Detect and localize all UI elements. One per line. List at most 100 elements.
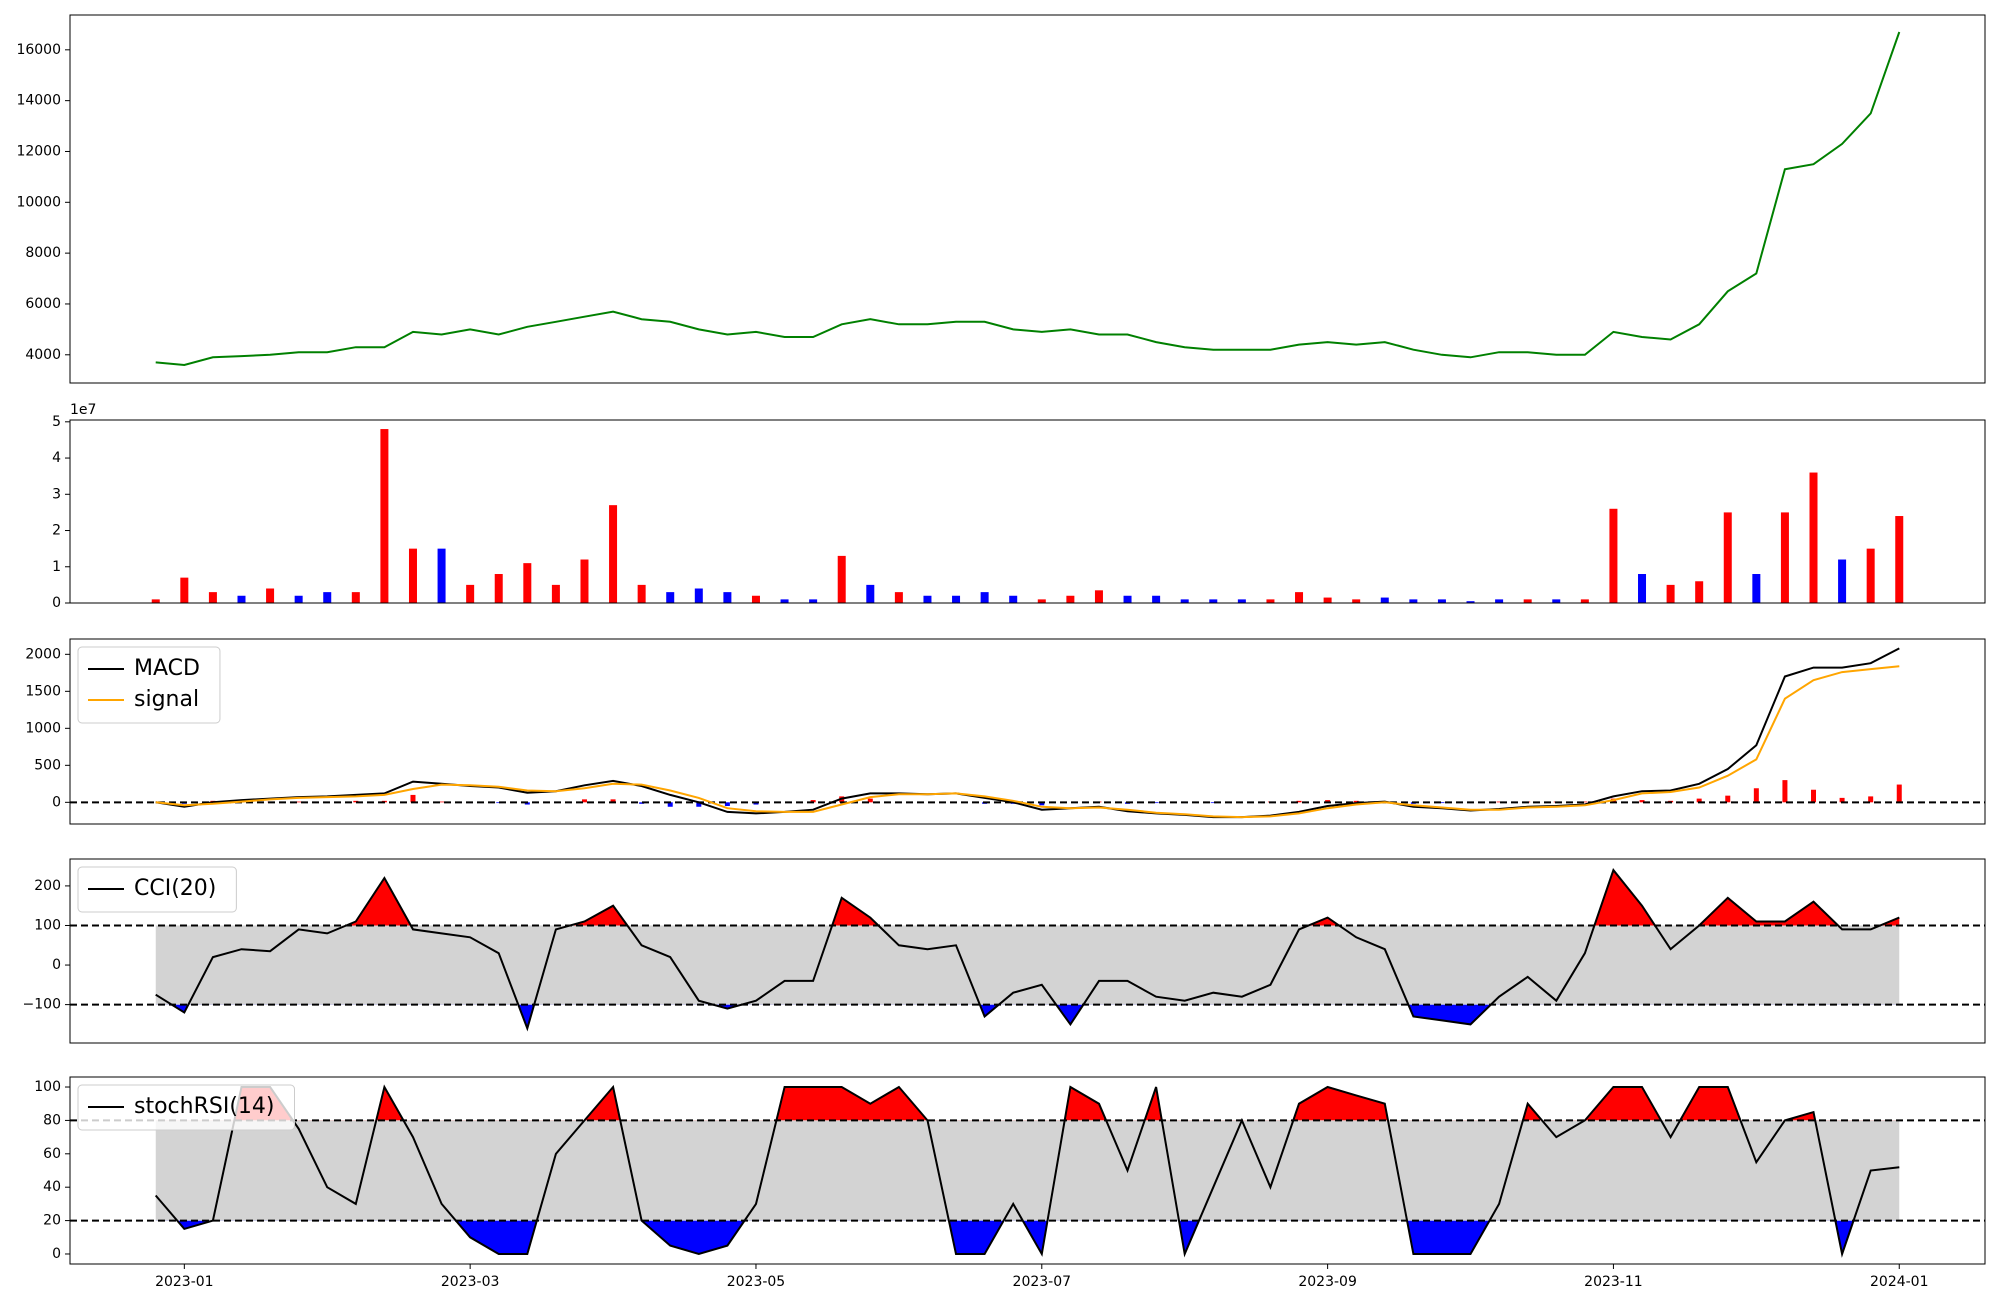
- y-tick-label: 60: [43, 1146, 61, 1162]
- volume-bar: [208, 592, 217, 603]
- volume-bar: [1895, 516, 1904, 603]
- legend-label: MACD: [134, 656, 200, 681]
- volume-bar: [580, 559, 589, 603]
- volume-bar: [551, 584, 560, 603]
- y-tick-label: 6000: [25, 296, 61, 312]
- histogram-bar: [296, 801, 302, 803]
- volume-bar: [1866, 548, 1875, 603]
- y-tick-label: 2000: [25, 646, 61, 662]
- y-tick-label: −100: [23, 997, 61, 1013]
- y-tick-label: 10000: [16, 194, 61, 210]
- legend: CCI(20): [77, 866, 237, 913]
- oversold-fill: [155, 1220, 1900, 1254]
- volume-bar: [952, 595, 961, 603]
- volume-bar: [1323, 597, 1332, 603]
- volume-bar: [523, 563, 532, 603]
- y-tick-label: 0: [52, 595, 61, 611]
- histogram-bar: [1639, 800, 1645, 803]
- histogram-bar: [439, 801, 445, 803]
- y-tick-label: 0: [52, 794, 61, 810]
- y-tick-label: 2: [52, 523, 61, 539]
- histogram-bar: [1039, 802, 1045, 806]
- signal-line: [155, 665, 1900, 819]
- histogram-bar: [1725, 795, 1731, 803]
- axes-frame: [69, 858, 1986, 1044]
- indicator-line: [155, 868, 1900, 1032]
- y-tick-label: 16000: [16, 42, 61, 58]
- legend-box: [77, 1084, 295, 1131]
- volume-bar: [1037, 599, 1046, 603]
- volume-bar: [780, 599, 789, 603]
- volume-bar: [1094, 590, 1103, 603]
- histogram-bar: [1782, 780, 1788, 803]
- volume-bar: [1809, 472, 1818, 603]
- volume-bar: [980, 592, 989, 603]
- y-tick-label: 1: [52, 559, 61, 575]
- volume-bar: [923, 595, 932, 603]
- y-tick-label: 0: [52, 957, 61, 973]
- overbought-fill: [155, 1087, 1900, 1121]
- legend-label: stochRSI(14): [134, 1094, 275, 1119]
- neutral-band: [155, 1120, 1900, 1221]
- volume-bar: [1723, 512, 1732, 603]
- volume-bar: [466, 584, 475, 603]
- y-tick-label: 1000: [25, 720, 61, 736]
- histogram-bar: [1153, 802, 1159, 804]
- y-tick-label: 12000: [16, 143, 61, 159]
- histogram-bar: [1296, 800, 1302, 803]
- volume-bar: [1266, 599, 1275, 603]
- legend-label: signal: [134, 687, 199, 712]
- x-tick-label: 2023-07: [1013, 1274, 1072, 1290]
- y-tick-label: 200: [34, 878, 61, 894]
- histogram-bar: [639, 802, 645, 804]
- legend-box: [77, 646, 221, 724]
- y-tick-label: 1500: [25, 683, 61, 699]
- histogram-bar: [724, 802, 730, 807]
- y-tick-label: 3: [52, 486, 61, 502]
- volume-bar: [1237, 599, 1246, 603]
- histogram-bar: [1868, 796, 1874, 803]
- volume-bar: [1009, 595, 1018, 603]
- axes-frame: [69, 1076, 1986, 1265]
- volume-bar: [809, 599, 818, 603]
- neutral-band: [155, 925, 1900, 1005]
- volume-bar: [666, 592, 675, 603]
- histogram-bar: [1353, 800, 1359, 803]
- volume-bar: [408, 548, 417, 603]
- y-tick-label: 4000: [25, 347, 61, 363]
- legend: stochRSI(14): [77, 1084, 295, 1131]
- histogram-bar: [353, 800, 359, 803]
- volume-bar: [1123, 595, 1132, 603]
- offset-label: 1e7: [70, 402, 96, 418]
- volume-bar: [294, 595, 303, 603]
- volume-bar: [1380, 597, 1389, 603]
- histogram-bar: [1210, 802, 1216, 804]
- volume-bar: [609, 505, 618, 603]
- histogram-bar: [524, 802, 530, 805]
- y-tick-label: 40: [43, 1179, 61, 1195]
- volume-bar: [637, 584, 646, 603]
- x-tick-label: 2023-03: [441, 1274, 500, 1290]
- volume-bar: [894, 592, 903, 603]
- volume-bar: [1580, 599, 1589, 603]
- y-tick-label: 100: [34, 917, 61, 933]
- y-tick-label: 5: [52, 414, 61, 430]
- histogram-bar: [496, 802, 502, 804]
- x-tick-label: 2023-09: [1298, 1274, 1357, 1290]
- histogram-bar: [810, 800, 816, 803]
- volume-bar: [266, 588, 275, 603]
- histogram-bar: [1496, 801, 1502, 803]
- legend-box: [77, 866, 237, 913]
- volume-bar: [1695, 581, 1704, 603]
- histogram-bar: [1439, 802, 1445, 804]
- histogram-bar: [667, 802, 673, 807]
- volume-bar: [180, 577, 189, 603]
- y-tick-label: 20: [43, 1213, 61, 1229]
- volume-bar: [323, 592, 332, 603]
- volume-bar: [1152, 595, 1161, 603]
- histogram-bar: [1811, 789, 1817, 803]
- indicator-line: [154, 1084, 1900, 1258]
- volume-bar: [380, 429, 389, 603]
- histogram-bar: [1325, 800, 1331, 803]
